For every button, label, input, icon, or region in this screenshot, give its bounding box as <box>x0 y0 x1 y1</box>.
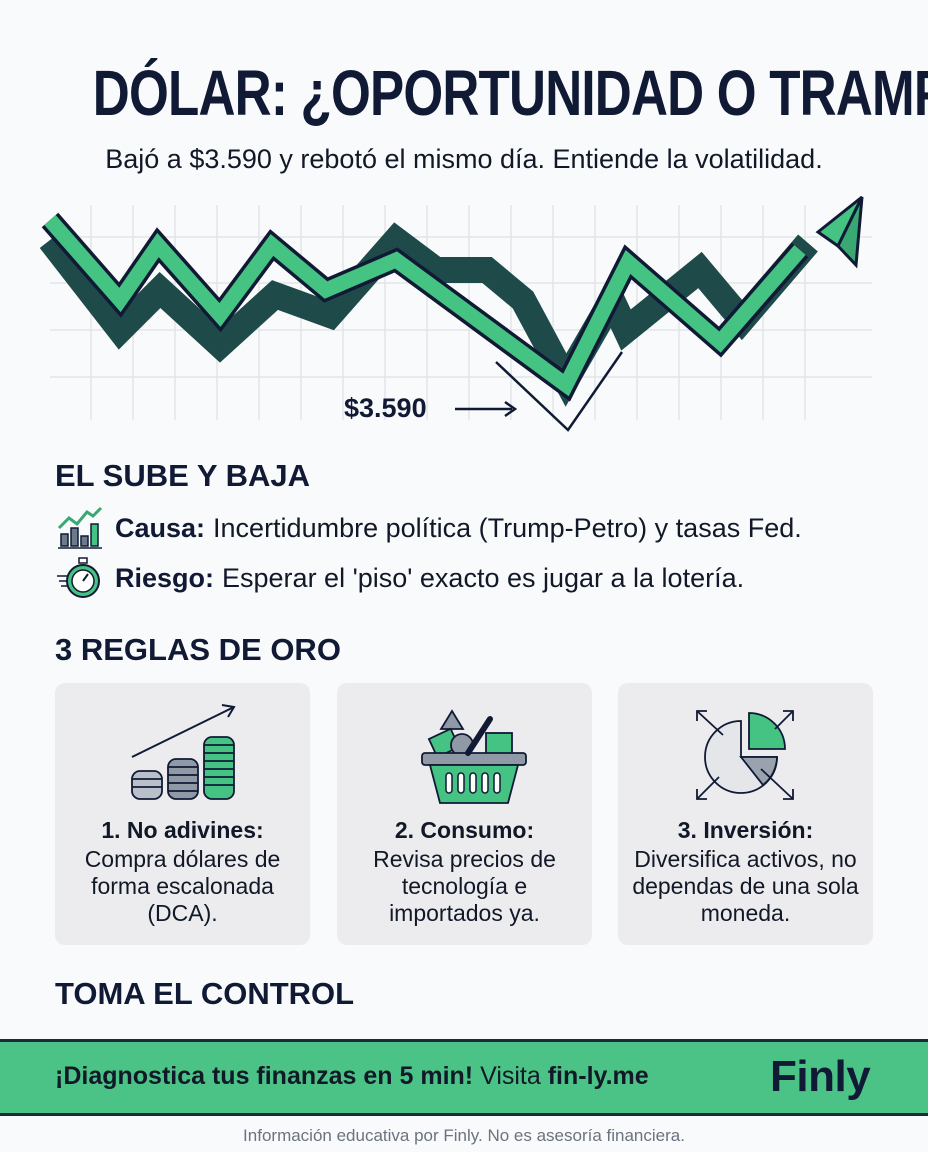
finly-logo: Finly <box>770 1052 871 1101</box>
bullet-text: Esperar el 'piso' exacto es jugar a la l… <box>222 562 745 593</box>
rule-card-3: 3. Inversión: Diversifica activos, no de… <box>618 683 873 945</box>
cta-bold: ¡Diagnostica tus finanzas en 5 min! <box>55 1062 474 1090</box>
section-heading-rules: 3 REGLAS DE ORO <box>55 632 341 667</box>
price-annotation: $3.590 <box>344 393 427 423</box>
rule-card-1: 1. No adivines: Compra dólares de forma … <box>55 683 310 945</box>
rule-card-2: 2. Consumo: Revisa precios de tecnología… <box>337 683 592 945</box>
shopping-basket-icon <box>421 709 527 804</box>
pie-chart-diversify-icon <box>696 710 794 800</box>
rule-body: Revisa precios de tecnología e importado… <box>373 846 556 926</box>
section-heading-control: TOMA EL CONTROL <box>55 976 355 1011</box>
cta-text: ¡Diagnostica tus finanzas en 5 min! Visi… <box>55 1062 649 1091</box>
stopwatch-icon <box>57 557 100 598</box>
bullet-text: Incertidumbre política (Trump-Petro) y t… <box>213 512 802 543</box>
section-heading-volatility: EL SUBE Y BAJA <box>55 458 310 493</box>
bullet-label: Riesgo: <box>115 562 215 593</box>
coin-stacks-icon <box>131 704 236 800</box>
bullet-label: Causa: <box>115 512 206 543</box>
bullet-cause: Causa: Incertidumbre política (Trump-Pet… <box>55 506 802 549</box>
chart-growth-icon <box>57 506 103 549</box>
rule-title: 1. No adivines: <box>101 817 264 843</box>
zigzag-arrow-up-icon <box>39 195 872 432</box>
disclaimer: Información educativa por Finly. No es a… <box>243 1126 685 1145</box>
cta-banner: ¡Diagnostica tus finanzas en 5 min! Visi… <box>0 1039 928 1116</box>
rule-title: 3. Inversión: <box>677 817 814 843</box>
rule-title: 2. Consumo: <box>394 817 535 843</box>
rule-body: Diversifica activos, no dependas de una … <box>632 846 859 926</box>
page-title: DÓLAR: ¿OPORTUNIDAD O TRAMPA? <box>92 57 928 129</box>
bullet-risk: Riesgo: Esperar el 'piso' exacto es juga… <box>55 557 745 598</box>
cta-visit: Visita <box>480 1062 541 1090</box>
cta-link[interactable]: fin-ly.me <box>547 1062 649 1090</box>
page-subtitle: Bajó a $3.590 y rebotó el mismo día. Ent… <box>105 144 823 174</box>
rule-body: Compra dólares de forma escalonada (DCA)… <box>84 846 281 926</box>
